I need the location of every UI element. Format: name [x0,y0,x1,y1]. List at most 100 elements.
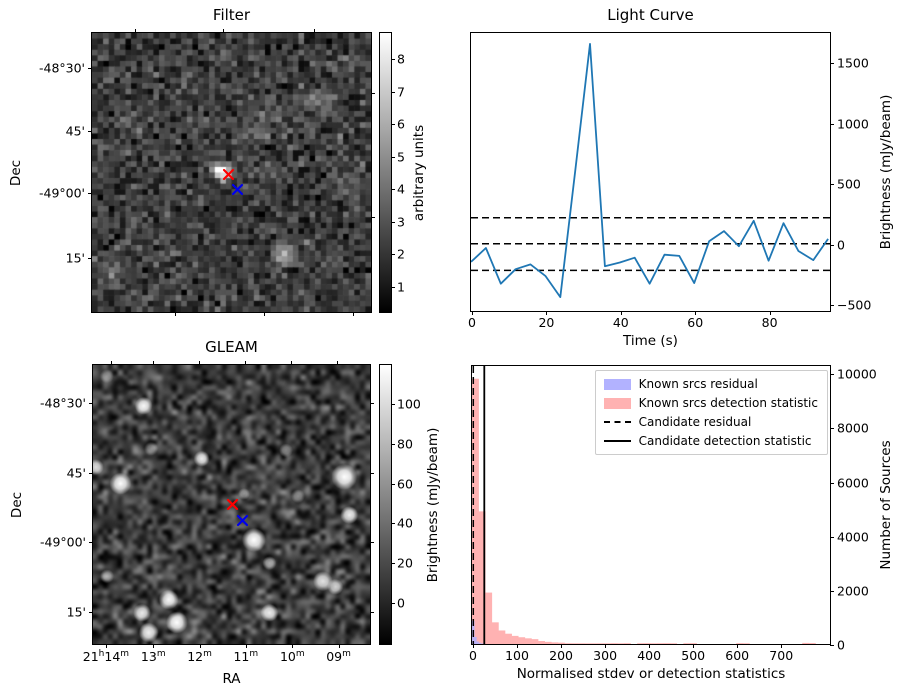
tick-mark [222,29,224,33]
stat-tick-label: 100 [505,648,529,663]
tick-mark [737,644,739,648]
filter-image-panel: Filter Dec -48°30' 45' -49°00' 15' [8,6,375,316]
detection-statistic-bar [577,643,585,644]
tick-mark [313,29,315,33]
sources-tick-label: 8000 [837,420,869,436]
blue-x-marker [237,514,249,526]
legend-label: Candidate residual [638,415,752,429]
detection-statistic-bar [637,643,645,644]
dec-tick-label: -49°00' [39,534,86,550]
tick-mark [88,68,92,70]
detection-statistic-bar [617,643,625,644]
stat-tick-label: 0 [469,648,477,663]
legend-label: Candidate detection statistic [638,434,812,448]
detection-statistic-bar [623,643,631,644]
filter-colorbar-label: arbitrary units [411,124,427,221]
tick-mark [830,305,834,307]
tick-mark [263,312,265,316]
tick-mark [391,403,395,405]
ra-tick-label: 09m [326,648,351,664]
tick-mark [353,312,355,316]
brightness-tick-label: 0 [837,237,845,253]
tick-mark [695,311,697,315]
gleam-image-panel: GLEAM Dec RA -48°30' 45' -49°00' 15' 21h14m 1… [9,338,374,687]
histogram-plot [472,366,816,644]
detection-statistic-bar [808,643,816,644]
tick-mark [292,644,294,648]
ra-tick-label: 11m [233,648,259,664]
tick-mark [290,361,292,365]
detection-statistic-bar [597,643,605,644]
residual-bar [476,641,479,644]
tick-mark [371,93,375,95]
tick-mark [336,361,338,365]
tick-mark [391,443,395,445]
filter-ylabel: Dec [8,159,24,186]
tick-mark [830,374,834,376]
dec-tick-label: -48°30' [39,395,86,411]
tick-mark [111,361,113,365]
tick-mark [546,311,548,315]
tick-mark [693,644,695,648]
legend-entry: Candidate detection statistic [603,434,818,448]
tick-mark [781,644,783,648]
stat-tick-label: 700 [769,648,794,663]
tick-mark [605,644,607,648]
detection-statistic-bar [551,642,559,644]
detection-statistic-bar [564,643,572,644]
legend-label: Known srcs residual [638,377,758,391]
red-x-marker [223,168,235,181]
detection-statistic-bar [650,643,658,644]
detection-statistic-bar [584,643,592,644]
x-marker-stroke [232,184,244,196]
tick-mark [620,311,622,315]
red-x-marker [227,498,239,510]
tick-mark [830,184,834,186]
tick-mark [830,244,834,246]
tick-mark [391,523,395,525]
sources-tick-label: 10000 [837,366,877,382]
legend: Known srcs residual Known srcs detection … [594,370,828,455]
tick-mark [649,644,651,648]
detection-statistic-bar [610,643,618,644]
ra-tick-label: 13m [140,648,166,664]
tick-mark [472,311,473,315]
tick-mark [391,254,395,256]
tick-mark [199,644,201,648]
detection-statistic-bar [689,643,697,644]
time-tick-label: 60 [687,315,704,330]
dec-tick-label: 45' [66,465,86,481]
tick-mark [88,258,92,260]
brightness-tick-label: 1000 [837,116,869,132]
tick-mark [830,428,834,430]
filter-title: Filter [212,6,251,24]
sources-tick-label: 4000 [837,529,869,545]
brightness-tick-label: 1500 [837,55,869,71]
colorbar-tick-label: 40 [397,515,413,531]
detection-statistic-bar [505,633,512,644]
detection-statistic-bar [485,592,493,644]
tick-mark [89,472,93,474]
light-curve-ylabel: Brightness (mJy/beam) [878,94,894,250]
detection-statistic-bar [663,643,671,644]
ra-tick-label: 12m [187,648,212,664]
detection-statistic-bar [518,637,526,644]
detection-statistic-bar [604,643,612,644]
colorbar-tick-label: 7 [397,84,405,100]
detection-statistic-bar [491,622,499,644]
histogram-xlabel: Normalised stdev or detection statistics [516,666,786,682]
tick-mark [391,91,395,93]
detection-statistic-bar [683,643,691,644]
gleam-ylabel: Dec [9,491,25,518]
histogram-ylabel: Number of Sources [878,440,894,570]
legend-entry: Candidate residual [603,415,818,429]
x-marker-stroke [227,498,239,510]
brightness-tick-label: 500 [837,176,861,192]
tick-mark [134,29,136,33]
tick-mark [830,645,834,646]
time-tick-label: 40 [612,315,629,330]
tick-mark [391,483,395,485]
tick-mark [245,361,247,365]
tick-mark [338,644,340,648]
